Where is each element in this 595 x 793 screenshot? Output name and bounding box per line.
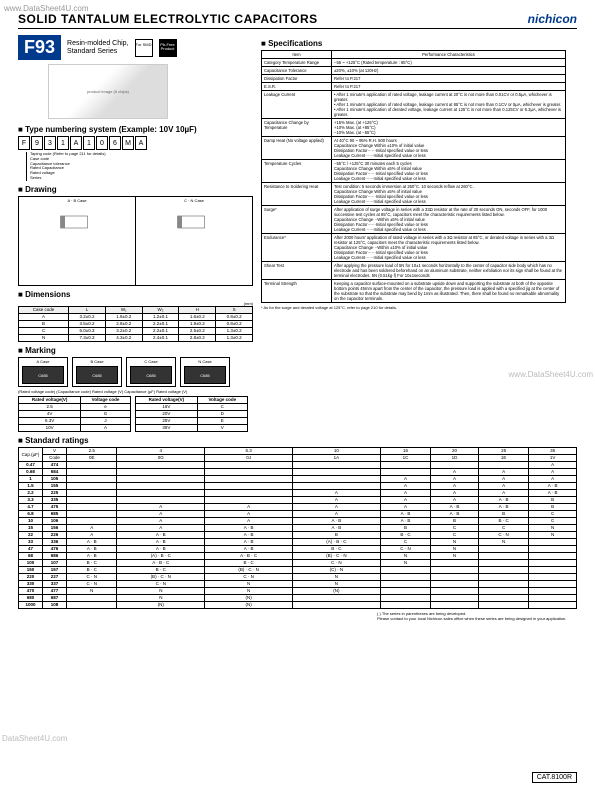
watermark-mid-right: www.DataSheet4U.com <box>509 370 593 379</box>
type-cell: 0 <box>96 136 108 150</box>
type-cell: 6 <box>109 136 121 150</box>
type-cell: 1 <box>57 136 69 150</box>
watermark-top-left: www.DataSheet4U.com <box>4 4 88 13</box>
marking-table-2: Rated voltage(V)Voltage code16VC20VD25VE… <box>135 396 248 432</box>
brand-logo: nichicon <box>528 12 577 26</box>
specs-table: ItemPerformance CharacteristicsCategory … <box>261 50 566 303</box>
type-cell: 1 <box>83 136 95 150</box>
marking-cases: A CaseC685B CaseC685C CaseC685N CaseC685 <box>18 357 253 387</box>
catalog-number: CAT.8100R <box>532 772 577 783</box>
smd-badge: For SMD <box>135 39 153 57</box>
ratings-table: Cap.(µF)V2.546.31016202535Code0E0G0J1A1C… <box>18 447 577 609</box>
series-desc: Resin-molded Chip, Standard Series <box>67 40 128 55</box>
specs-note: * As for the surge and derated voltage a… <box>261 305 566 310</box>
type-cell: A <box>70 136 82 150</box>
dimensions-table: Case codeLW₁W₂HSA3.2±0.21.6±0.21.2±0.11.… <box>18 306 253 342</box>
page-title: SOLID TANTALUM ELECTROLYTIC CAPACITORS <box>18 12 318 26</box>
marking-legend: (Rated voltage code) (Capacitance code) … <box>18 389 253 394</box>
marking-table-1: Rated voltage(V)Voltage code2.5e4VG6.3VJ… <box>18 396 131 432</box>
type-cell: M <box>122 136 134 150</box>
product-image: product image (6 chips) <box>48 64 168 119</box>
type-cell: A <box>135 136 147 150</box>
marking-heading: Marking <box>18 346 253 355</box>
specs-heading: Specifications <box>261 39 566 48</box>
type-number-cells: F931A106MA <box>18 136 253 150</box>
type-cell: F <box>18 136 30 150</box>
type-cell: 3 <box>44 136 56 150</box>
dimensions-heading: Dimensions <box>18 290 253 299</box>
typenum-heading: Type numbering system (Example: 10V 10µF… <box>18 125 253 134</box>
watermark-bottom-left: DataSheet4U.com <box>2 734 67 743</box>
type-cell: 9 <box>31 136 43 150</box>
ratings-note2: Please contact to your local Nichicon sa… <box>377 616 577 621</box>
pbfree-badge: Pb-Free Product <box>159 39 177 57</box>
ratings-heading: Standard ratings <box>18 436 577 445</box>
series-code: F93 <box>18 35 61 60</box>
drawing-diagram: A · B Case C · N Case <box>18 196 253 286</box>
drawing-heading: Drawing <box>18 185 253 194</box>
type-number-labels: Taping code (Refer to page 211 for detai… <box>26 152 253 181</box>
